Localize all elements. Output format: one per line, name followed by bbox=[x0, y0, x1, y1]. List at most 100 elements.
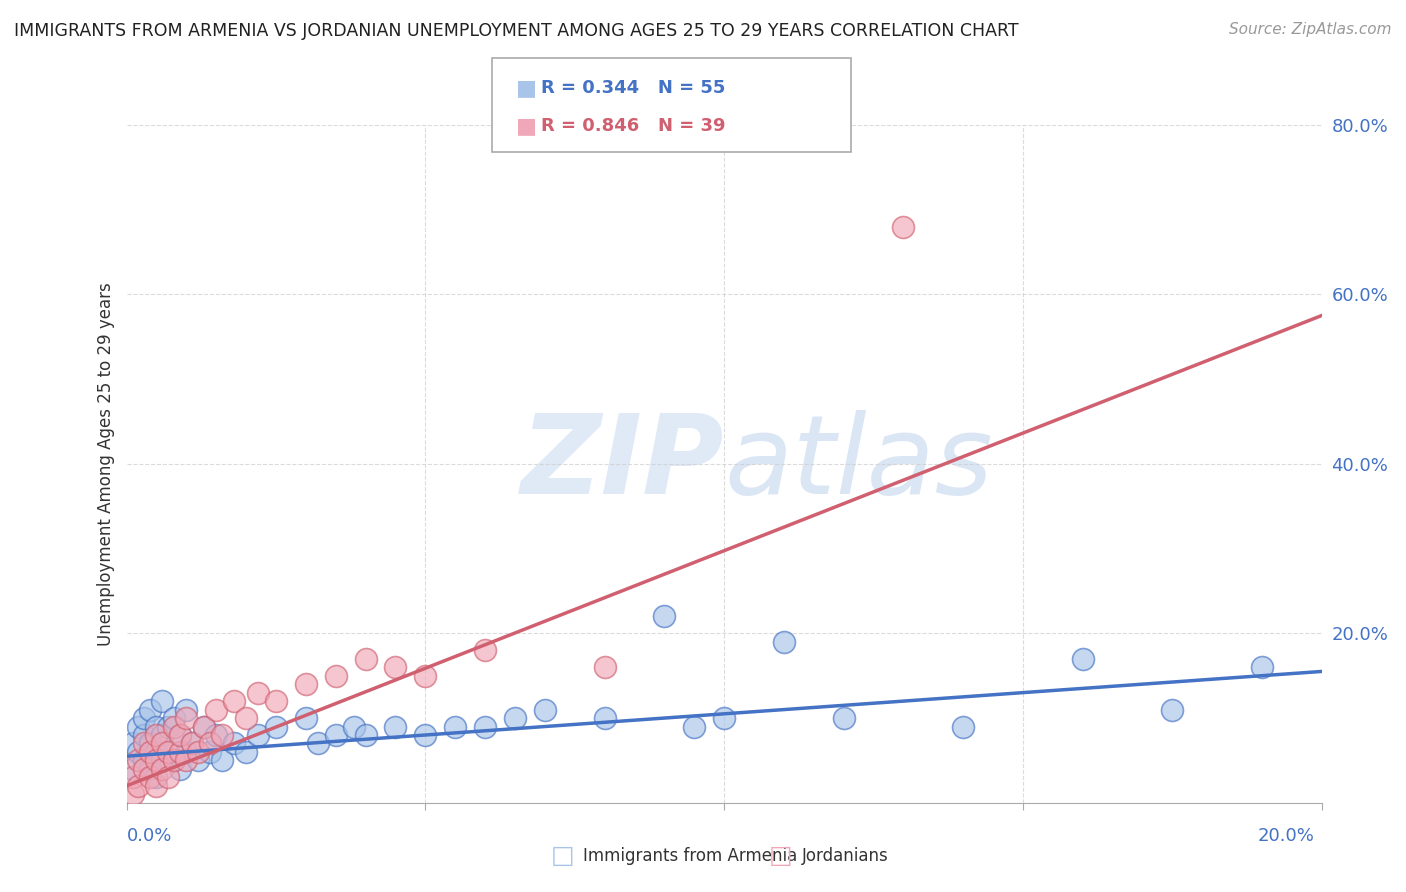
Point bbox=[952, 719, 974, 733]
Point bbox=[121, 788, 143, 801]
Point bbox=[169, 728, 191, 742]
Point bbox=[343, 719, 366, 733]
Point bbox=[157, 745, 180, 759]
Point bbox=[683, 719, 706, 733]
Point bbox=[139, 770, 162, 785]
Text: □: □ bbox=[769, 845, 792, 868]
Point bbox=[139, 737, 162, 751]
Text: 0.0%: 0.0% bbox=[127, 827, 172, 845]
Point bbox=[127, 719, 149, 733]
Point bbox=[121, 737, 143, 751]
Point bbox=[503, 711, 526, 725]
Point bbox=[163, 753, 186, 767]
Point bbox=[145, 753, 167, 767]
Point bbox=[157, 719, 180, 733]
Point bbox=[264, 719, 287, 733]
Y-axis label: Unemployment Among Ages 25 to 29 years: Unemployment Among Ages 25 to 29 years bbox=[97, 282, 115, 646]
Point bbox=[187, 745, 209, 759]
Point bbox=[134, 728, 156, 742]
Point bbox=[145, 745, 167, 759]
Point bbox=[157, 770, 180, 785]
Point bbox=[163, 719, 186, 733]
Point bbox=[145, 719, 167, 733]
Point bbox=[127, 779, 149, 793]
Point bbox=[325, 728, 347, 742]
Point bbox=[193, 719, 215, 733]
Point bbox=[134, 737, 156, 751]
Point bbox=[534, 703, 557, 717]
Point bbox=[174, 711, 197, 725]
Point bbox=[200, 737, 222, 751]
Point bbox=[384, 660, 406, 674]
Point bbox=[893, 219, 915, 234]
Text: □: □ bbox=[551, 845, 574, 868]
Text: Source: ZipAtlas.com: Source: ZipAtlas.com bbox=[1229, 22, 1392, 37]
Point bbox=[1161, 703, 1184, 717]
Point bbox=[1071, 651, 1094, 665]
Text: Jordanians: Jordanians bbox=[801, 847, 889, 865]
Point bbox=[152, 694, 174, 708]
Point bbox=[205, 728, 228, 742]
Point bbox=[264, 694, 287, 708]
Point bbox=[294, 711, 316, 725]
Point bbox=[832, 711, 855, 725]
Point bbox=[593, 711, 616, 725]
Point bbox=[152, 753, 174, 767]
Point bbox=[211, 728, 233, 742]
Point bbox=[134, 753, 156, 767]
Point bbox=[1251, 660, 1274, 674]
Point bbox=[235, 745, 257, 759]
Point bbox=[139, 703, 162, 717]
Point bbox=[652, 609, 675, 624]
Point bbox=[121, 770, 143, 785]
Point bbox=[205, 703, 228, 717]
Text: ZIP: ZIP bbox=[520, 410, 724, 517]
Point bbox=[139, 745, 162, 759]
Point bbox=[139, 762, 162, 776]
Point bbox=[127, 745, 149, 759]
Point bbox=[145, 779, 167, 793]
Text: R = 0.344   N = 55: R = 0.344 N = 55 bbox=[541, 78, 725, 97]
Text: ■: ■ bbox=[516, 116, 537, 136]
Point bbox=[181, 737, 204, 751]
Point bbox=[174, 745, 197, 759]
Point bbox=[134, 762, 156, 776]
Point bbox=[200, 745, 222, 759]
Point bbox=[174, 703, 197, 717]
Point bbox=[169, 762, 191, 776]
Text: ■: ■ bbox=[516, 78, 537, 98]
Point bbox=[354, 728, 377, 742]
Point bbox=[384, 719, 406, 733]
Point bbox=[222, 737, 246, 751]
Point bbox=[415, 728, 437, 742]
Point bbox=[415, 669, 437, 683]
Point bbox=[444, 719, 467, 733]
Text: 20.0%: 20.0% bbox=[1258, 827, 1315, 845]
Point bbox=[145, 728, 167, 742]
Point bbox=[193, 719, 215, 733]
Text: atlas: atlas bbox=[724, 410, 993, 517]
Text: Immigrants from Armenia: Immigrants from Armenia bbox=[583, 847, 797, 865]
Point bbox=[235, 711, 257, 725]
Point bbox=[174, 753, 197, 767]
Point bbox=[121, 762, 143, 776]
Text: R = 0.846   N = 39: R = 0.846 N = 39 bbox=[541, 117, 725, 135]
Point bbox=[187, 753, 209, 767]
Point bbox=[127, 753, 149, 767]
Point bbox=[211, 753, 233, 767]
Point bbox=[152, 737, 174, 751]
Text: IMMIGRANTS FROM ARMENIA VS JORDANIAN UNEMPLOYMENT AMONG AGES 25 TO 29 YEARS CORR: IMMIGRANTS FROM ARMENIA VS JORDANIAN UNE… bbox=[14, 22, 1019, 40]
Point bbox=[713, 711, 735, 725]
Point bbox=[474, 643, 496, 657]
Point bbox=[294, 677, 316, 691]
Point bbox=[134, 711, 156, 725]
Point bbox=[474, 719, 496, 733]
Point bbox=[593, 660, 616, 674]
Point bbox=[163, 711, 186, 725]
Point bbox=[163, 753, 186, 767]
Point bbox=[222, 694, 246, 708]
Point bbox=[145, 770, 167, 785]
Point bbox=[152, 728, 174, 742]
Point bbox=[773, 635, 796, 649]
Point bbox=[169, 745, 191, 759]
